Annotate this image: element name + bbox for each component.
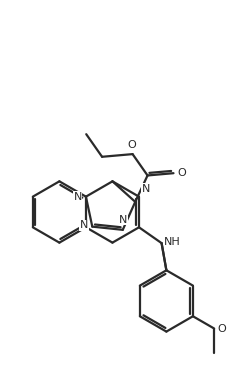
Text: N: N <box>119 215 127 224</box>
Text: N: N <box>142 184 150 194</box>
Text: N: N <box>80 220 88 230</box>
Text: O: O <box>127 140 136 150</box>
Text: N: N <box>74 192 82 202</box>
Text: O: O <box>177 168 186 178</box>
Text: O: O <box>217 323 226 333</box>
Text: NH: NH <box>164 237 181 247</box>
